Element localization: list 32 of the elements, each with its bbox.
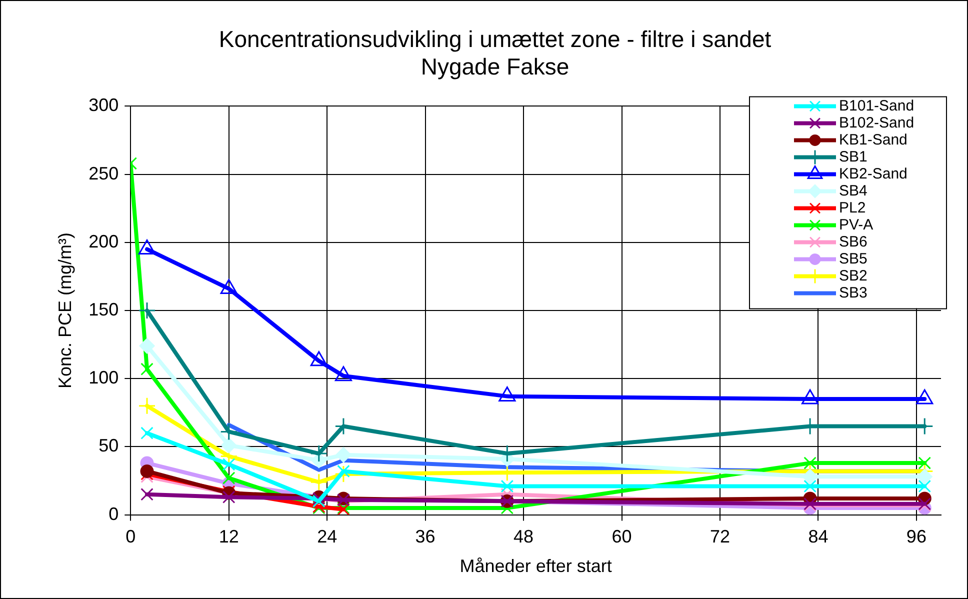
x-tick-label: 72 (710, 526, 730, 547)
text: Koncentrationsudvikling i umættet zone - filtre i sandet (218, 26, 772, 52)
y-tick-label: 300 (88, 95, 119, 116)
x-tick-label: 60 (612, 526, 632, 547)
legend-label: KB2-Sand (839, 165, 908, 182)
legend-label: SB6 (839, 233, 868, 250)
x-tick-label: 36 (415, 526, 436, 547)
x-tick-label: 48 (514, 526, 534, 547)
x-tick-label: 12 (218, 526, 239, 547)
legend-label: SB4 (839, 182, 868, 200)
legend-label: SB5 (839, 250, 868, 268)
x-tick-label: 84 (808, 526, 828, 547)
legend-label: SB3 (839, 284, 868, 302)
x-axis-title: Måneder efter start (460, 556, 612, 576)
text: Nygade Fakse (420, 54, 570, 80)
legend-label: SB1 (839, 148, 868, 166)
x-tick-label: 0 (126, 526, 136, 547)
legend-label: PV-A (839, 216, 874, 234)
x-tick-label: 24 (317, 526, 338, 547)
y-tick-label: 150 (88, 299, 119, 320)
y-tick-label: 0 (108, 504, 119, 524)
legend-label: B102-Sand (839, 114, 914, 132)
y-tick-label: 250 (88, 163, 119, 184)
legend-label: SB2 (839, 267, 868, 284)
legend-label: B101-Sand (839, 97, 914, 114)
y-axis-title: Konc. PCE (mg/m³) (54, 232, 75, 389)
y-tick-label: 100 (88, 368, 119, 388)
legend-label: KB1-Sand (839, 131, 908, 148)
y-tick-label: 50 (98, 436, 119, 456)
y-tick-label: 200 (88, 231, 119, 252)
x-tick-label: 96 (906, 526, 926, 547)
legend-label: PL2 (839, 199, 866, 216)
